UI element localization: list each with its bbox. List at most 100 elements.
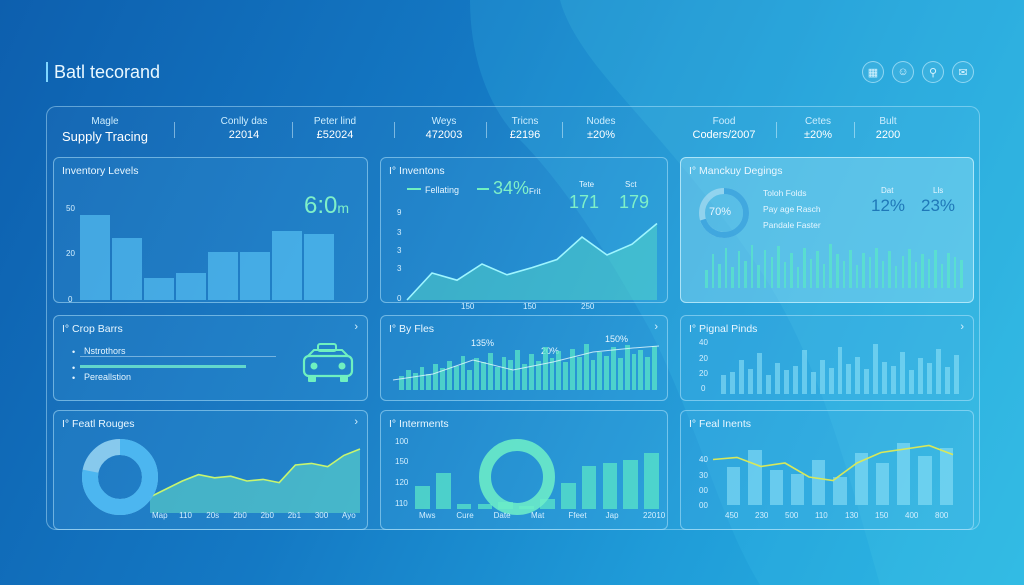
panel-by-fles[interactable]: I° By Fles › 135% 20% 150% — [380, 315, 668, 401]
y-tick-label: 150 — [395, 457, 409, 466]
x-tick-label: 2b0 — [233, 511, 247, 520]
panel-feal-inents[interactable]: I° Feal Inents 40 30 00 00 450 230 500 110 1… — [680, 410, 974, 530]
y-tick-label: 0 — [397, 294, 402, 303]
chart-bar — [954, 355, 959, 394]
chart-bar — [208, 251, 238, 300]
user-icon[interactable]: ☺ — [892, 61, 914, 83]
stat-item: Cetes ±20% — [796, 116, 840, 141]
chart-bar — [644, 452, 659, 509]
chevron-right-icon[interactable]: › — [354, 321, 358, 333]
donut-value: 70% — [709, 206, 732, 218]
chart-bar — [881, 261, 885, 288]
chart-bar — [604, 355, 610, 390]
chart-bar — [718, 263, 721, 288]
donut-arc — [699, 188, 749, 238]
panel-featl-rouges[interactable]: I° Featl Rouges › Map 110 20s 2b0 2b0 2b1 300 A… — [53, 410, 368, 530]
chart-bar — [617, 357, 623, 390]
chart-bar — [842, 260, 846, 288]
chart-bar — [829, 244, 832, 288]
chart-bar — [828, 367, 834, 394]
chevron-right-icon[interactable]: › — [960, 321, 964, 333]
mail-icon[interactable]: ✉ — [952, 61, 974, 83]
panel-crop-barrs[interactable]: I° Crop Barrs › • Nstrothors • • Pereall… — [53, 315, 368, 401]
col-label: Lls — [933, 186, 944, 195]
chart-bar — [894, 266, 898, 288]
chart-bar — [415, 485, 430, 509]
y-tick-label: 3 — [397, 246, 402, 255]
panel-pignal-pinds[interactable]: I° Pignal Pinds › 40 20 20 0 — [680, 315, 974, 401]
stat-label: Peter lind — [313, 116, 357, 127]
stat-value: Supply Tracing — [62, 129, 148, 144]
chart-bar — [748, 450, 762, 505]
chart-bar — [812, 459, 826, 505]
chart-bar — [777, 246, 780, 288]
grid-icon[interactable]: ▦ — [862, 61, 884, 83]
stat-value: £2196 — [509, 129, 541, 141]
panel-inventory-levels[interactable]: Inventory Levels 50 20 0 6:0m — [53, 157, 368, 304]
chart-bar — [737, 251, 741, 288]
chart-bar — [456, 503, 472, 509]
panel-interments[interactable]: I° Interments 100 150 120 110 Mws Cure Dat… — [380, 410, 668, 530]
col-value: 12% — [871, 196, 906, 215]
top-toolbar: ▦ ☺ ⚲ ✉ — [862, 61, 974, 83]
x-tick-label: 300 — [314, 511, 329, 520]
col-value: 23% — [921, 196, 956, 215]
chart-bar — [731, 266, 734, 288]
chart-bar — [556, 350, 562, 390]
chart-bar — [833, 477, 847, 505]
stat-label: Conlly das — [220, 116, 268, 127]
panel-title: I° Crop Barrs — [62, 323, 123, 335]
chevron-right-icon[interactable]: › — [654, 321, 658, 333]
chart-bar — [80, 214, 110, 300]
chart-bar — [721, 375, 726, 394]
stat-item: Weys 472003 — [414, 116, 474, 141]
chart-bar — [822, 263, 826, 288]
panel-mancky-degings[interactable]: I° Manckuy Degings 70% Toloh Folds Pay a… — [680, 157, 974, 303]
x-tick-label: Ayo — [342, 511, 356, 520]
chart-bar — [908, 248, 911, 288]
chart-bar — [936, 349, 942, 394]
series-line — [712, 444, 954, 482]
x-tick-label: 250 — [581, 302, 595, 311]
chart-bar — [816, 251, 819, 288]
chart-bar — [846, 364, 852, 394]
stat-label: Magle — [91, 116, 119, 127]
chart-bar — [597, 352, 603, 390]
stat-value: £52024 — [316, 129, 354, 141]
chart-bar — [583, 344, 589, 390]
panel-inventons[interactable]: I° Inventons Fellating 34% Frit Tete 171… — [380, 157, 668, 311]
chart-bar — [801, 350, 807, 394]
chart-bar — [875, 247, 878, 288]
chart-bar — [738, 359, 744, 394]
y-tick-label: 00 — [699, 501, 708, 510]
chart-bar — [426, 373, 432, 390]
chart-bar — [508, 360, 514, 390]
chart-bar — [918, 456, 932, 505]
chart-bar — [272, 231, 302, 300]
link-icon[interactable]: ⚲ — [922, 61, 944, 83]
chart-bar — [774, 362, 780, 394]
stat-label: Cetes — [804, 116, 832, 127]
chart-bar — [576, 356, 582, 390]
stat-item: Tricns £2196 — [500, 116, 550, 141]
chart-bar — [757, 264, 760, 288]
chart-bar — [770, 257, 774, 288]
chart-bar — [494, 367, 500, 390]
panel-title: I° Inventons — [389, 165, 445, 177]
stat-item: Food Coders/2007 — [682, 116, 766, 141]
chart-bar — [914, 262, 918, 288]
y-tick-label: 40 — [699, 338, 708, 347]
x-tick-label: 130 — [845, 511, 859, 520]
chart-bar — [433, 364, 439, 390]
chart-bar — [652, 346, 657, 390]
chart-bar — [440, 368, 445, 390]
chart-bar — [783, 370, 789, 394]
chart-bar — [765, 375, 771, 394]
chevron-right-icon[interactable]: › — [354, 416, 358, 428]
panel-title: I° Featl Rouges — [62, 418, 135, 430]
chart-bar — [535, 361, 541, 390]
chart-bar — [769, 470, 783, 505]
chart-bar — [868, 257, 872, 288]
chart-bar — [875, 463, 890, 505]
chart-bar — [446, 361, 452, 390]
